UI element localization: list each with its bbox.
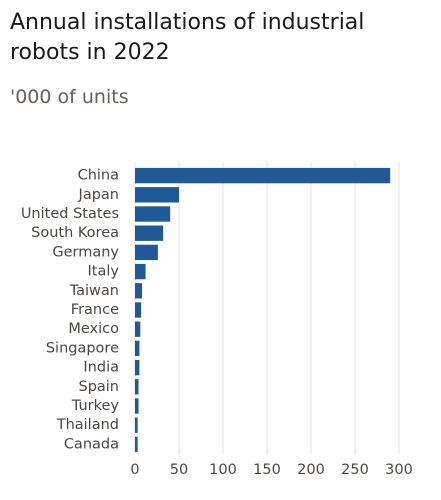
bar	[135, 379, 139, 395]
x-tick-label: 150	[253, 462, 281, 478]
bar	[135, 302, 142, 318]
bar	[135, 263, 146, 280]
x-tick-label: 100	[209, 462, 237, 478]
y-tick-label: Turkey	[71, 398, 120, 414]
y-tick-label: Singapore	[46, 340, 119, 356]
y-tick-label: South Korea	[31, 225, 119, 241]
bar	[135, 436, 138, 453]
bar	[135, 417, 138, 433]
bar	[135, 225, 164, 241]
y-tick-label: India	[83, 360, 119, 376]
chart-subtitle: '000 of units	[10, 86, 129, 108]
x-tick-label: 200	[297, 462, 325, 478]
x-tick-label: 300	[385, 462, 413, 478]
bar	[135, 359, 140, 376]
y-tick-label: Spain	[78, 379, 119, 395]
y-tick-label: Italy	[88, 264, 120, 280]
y-tick-label: United States	[21, 206, 119, 222]
bar	[135, 206, 171, 222]
x-tick-label: 250	[341, 462, 369, 478]
y-tick-label: Taiwan	[69, 283, 119, 299]
bar	[135, 398, 139, 414]
bar	[135, 167, 391, 184]
y-tick-label: Japan	[78, 187, 119, 203]
bar	[135, 187, 179, 203]
x-tick-label: 0	[130, 462, 139, 478]
x-tick-label: 50	[170, 462, 188, 478]
chart-title: Annual installations of industrial robot…	[10, 10, 365, 65]
y-tick-label: Thailand	[56, 417, 119, 433]
y-tick-label: China	[78, 168, 119, 184]
y-tick-label: France	[71, 302, 119, 318]
y-tick-label: Mexico	[68, 321, 119, 337]
bar	[135, 321, 141, 337]
bar	[135, 244, 158, 261]
bar	[135, 340, 140, 357]
bar	[135, 283, 143, 299]
y-tick-label: Canada	[64, 436, 119, 452]
y-tick-label: Germany	[52, 244, 119, 260]
